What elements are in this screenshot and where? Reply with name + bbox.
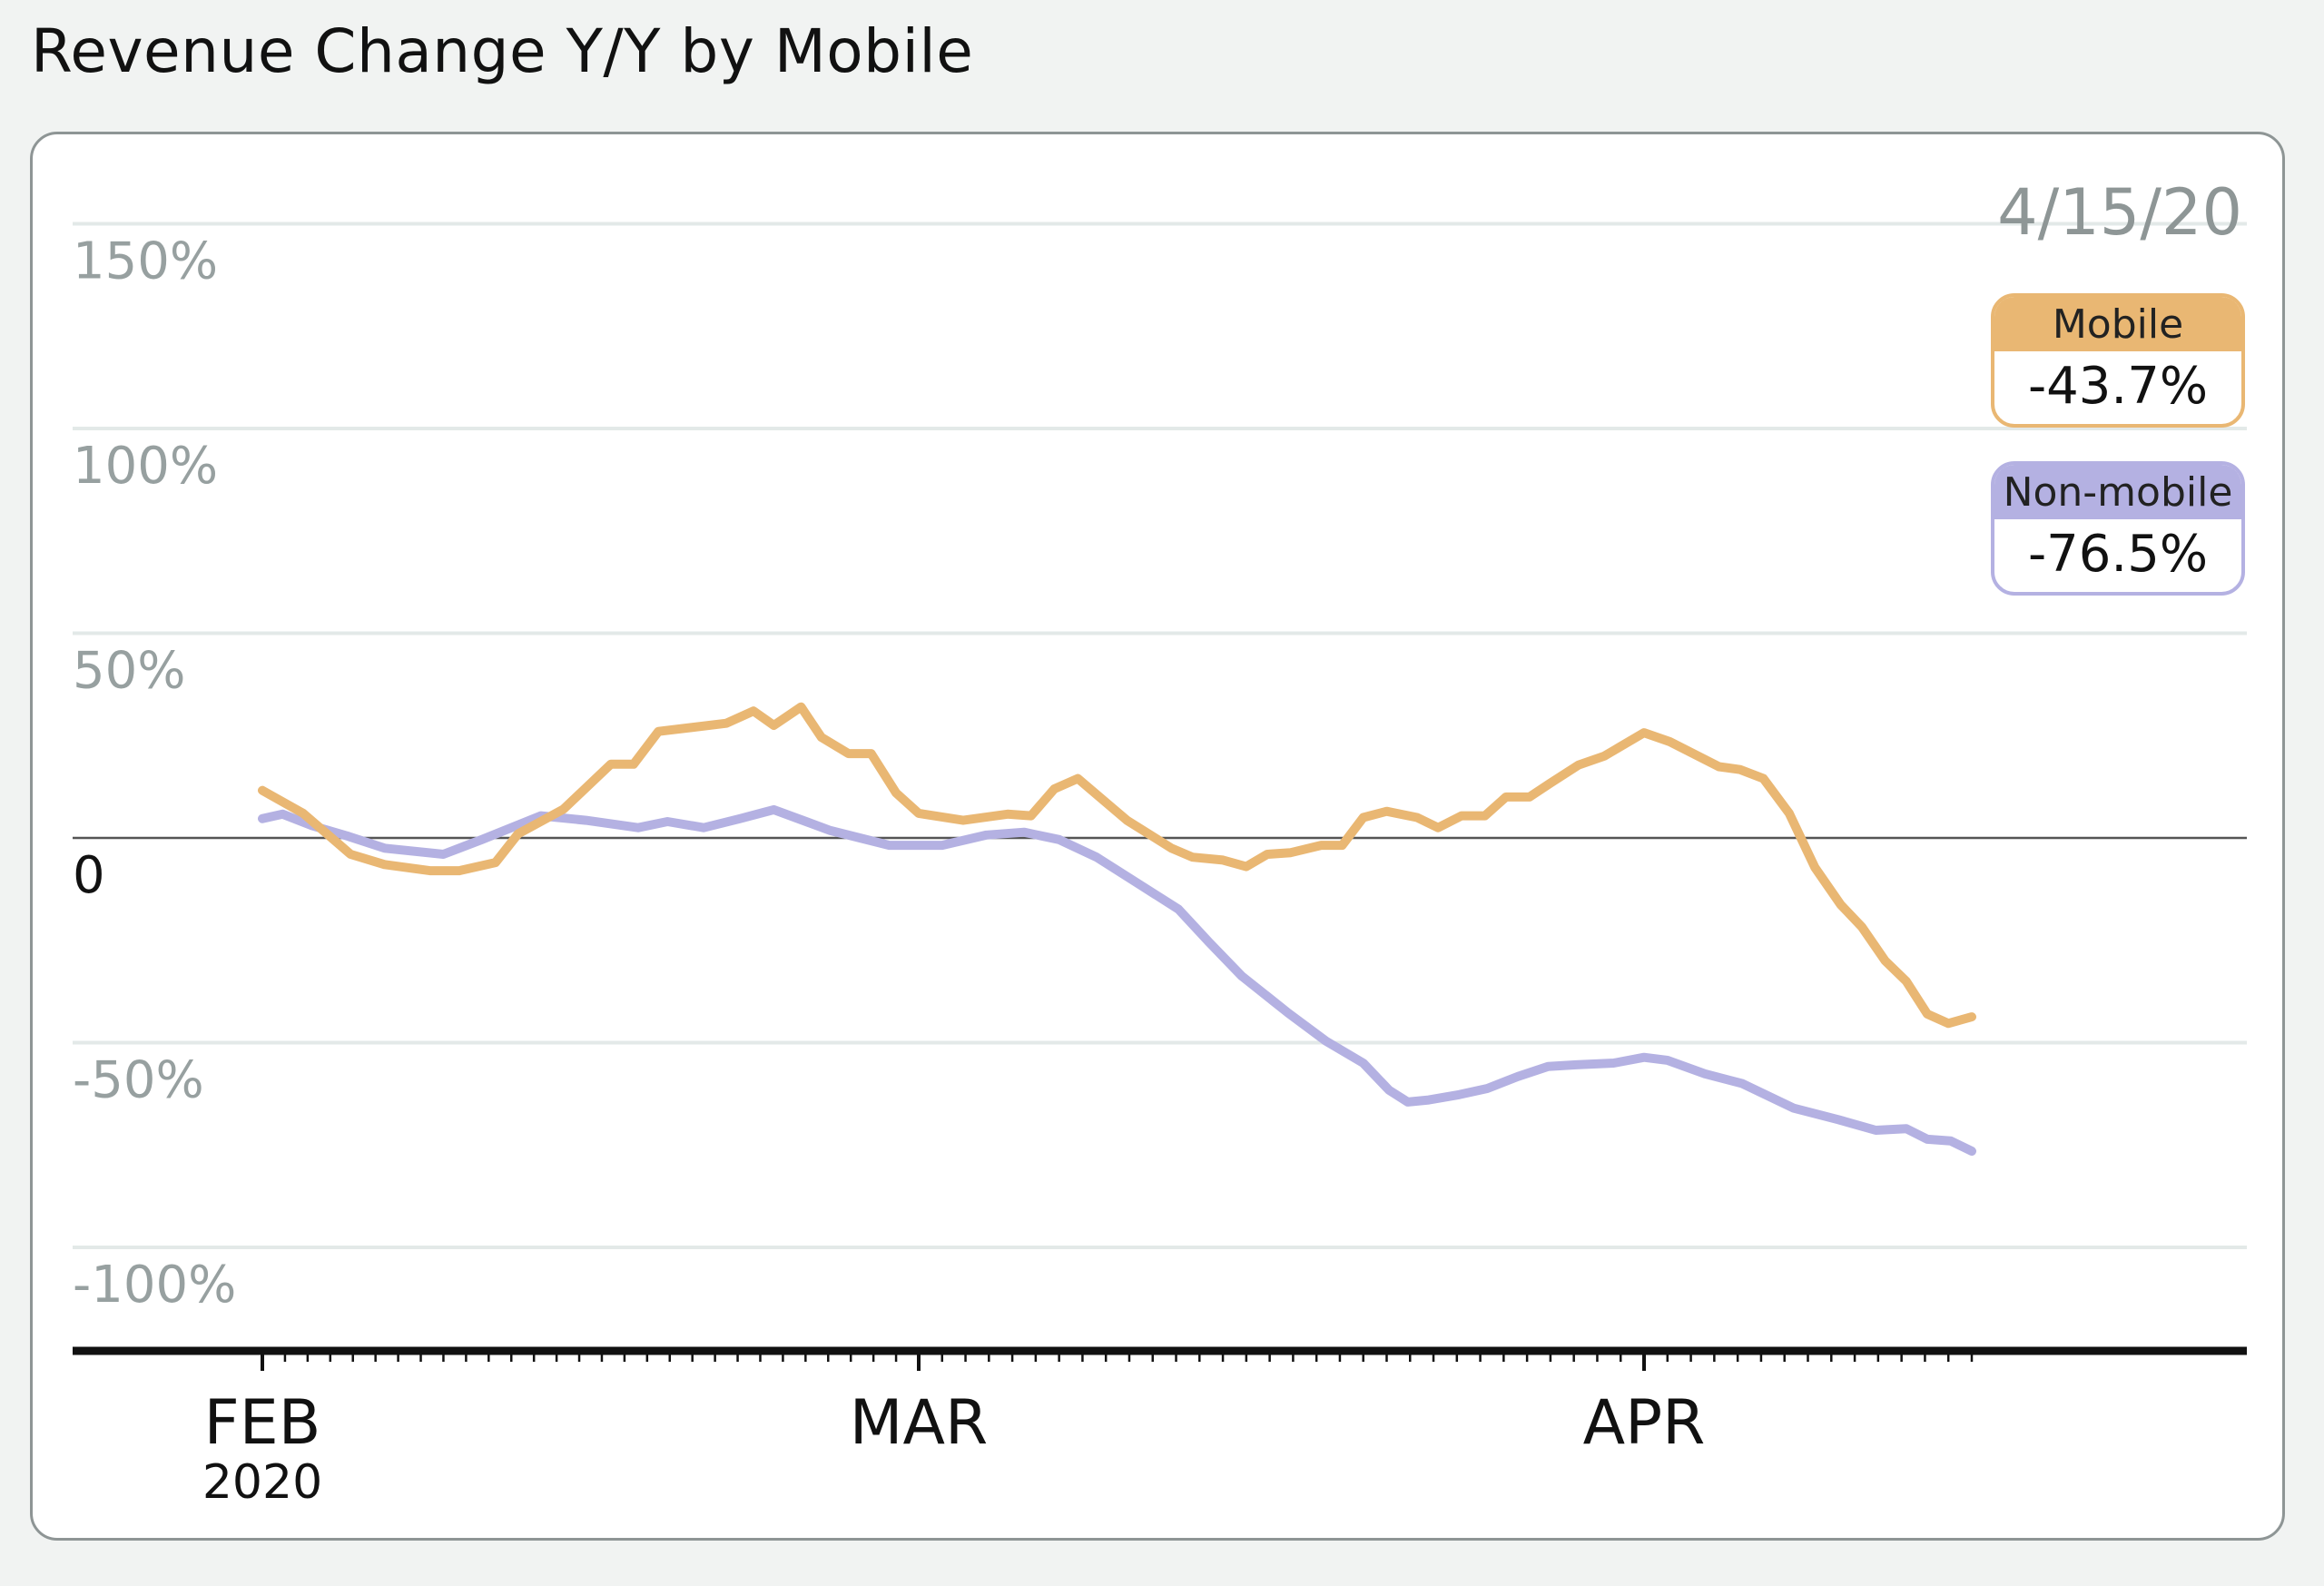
legend-mobile: Mobile -43.7%: [1991, 293, 2245, 428]
legend-non-mobile-value: -76.5%: [2027, 525, 2209, 584]
y-axis-labels: 150% 100% 50% 0 -50% -100%: [73, 232, 236, 1315]
grid-lines: [73, 222, 2247, 1249]
series-lines: [258, 702, 1976, 1156]
x-tick-label: FEB: [204, 1387, 321, 1459]
chart-title: Revenue Change Y/Y by Mobile: [31, 16, 974, 86]
y-tick-label: -100%: [73, 1256, 236, 1315]
legend-non-mobile: Non-mobile -76.5%: [1991, 461, 2245, 596]
series-line-mobile: [258, 702, 1976, 1029]
y-tick-label: 50%: [73, 642, 185, 701]
x-tick-label: APR: [1583, 1387, 1706, 1459]
legend-mobile-value: -43.7%: [2027, 357, 2209, 416]
date-label: 4/15/20: [1997, 175, 2242, 250]
y-tick-label: 150%: [73, 232, 218, 291]
series-line-non-mobile: [258, 804, 1976, 1156]
legend-non-mobile-name: Non-mobile: [1994, 465, 2241, 519]
y-tick-label: 0: [73, 846, 105, 905]
y-tick-label: 100%: [73, 437, 218, 496]
x-tick-sublabel: 2020: [202, 1455, 322, 1510]
legend-mobile-name: Mobile: [1994, 297, 2241, 351]
x-tick-label: MAR: [850, 1387, 988, 1459]
y-tick-label: -50%: [73, 1051, 204, 1110]
